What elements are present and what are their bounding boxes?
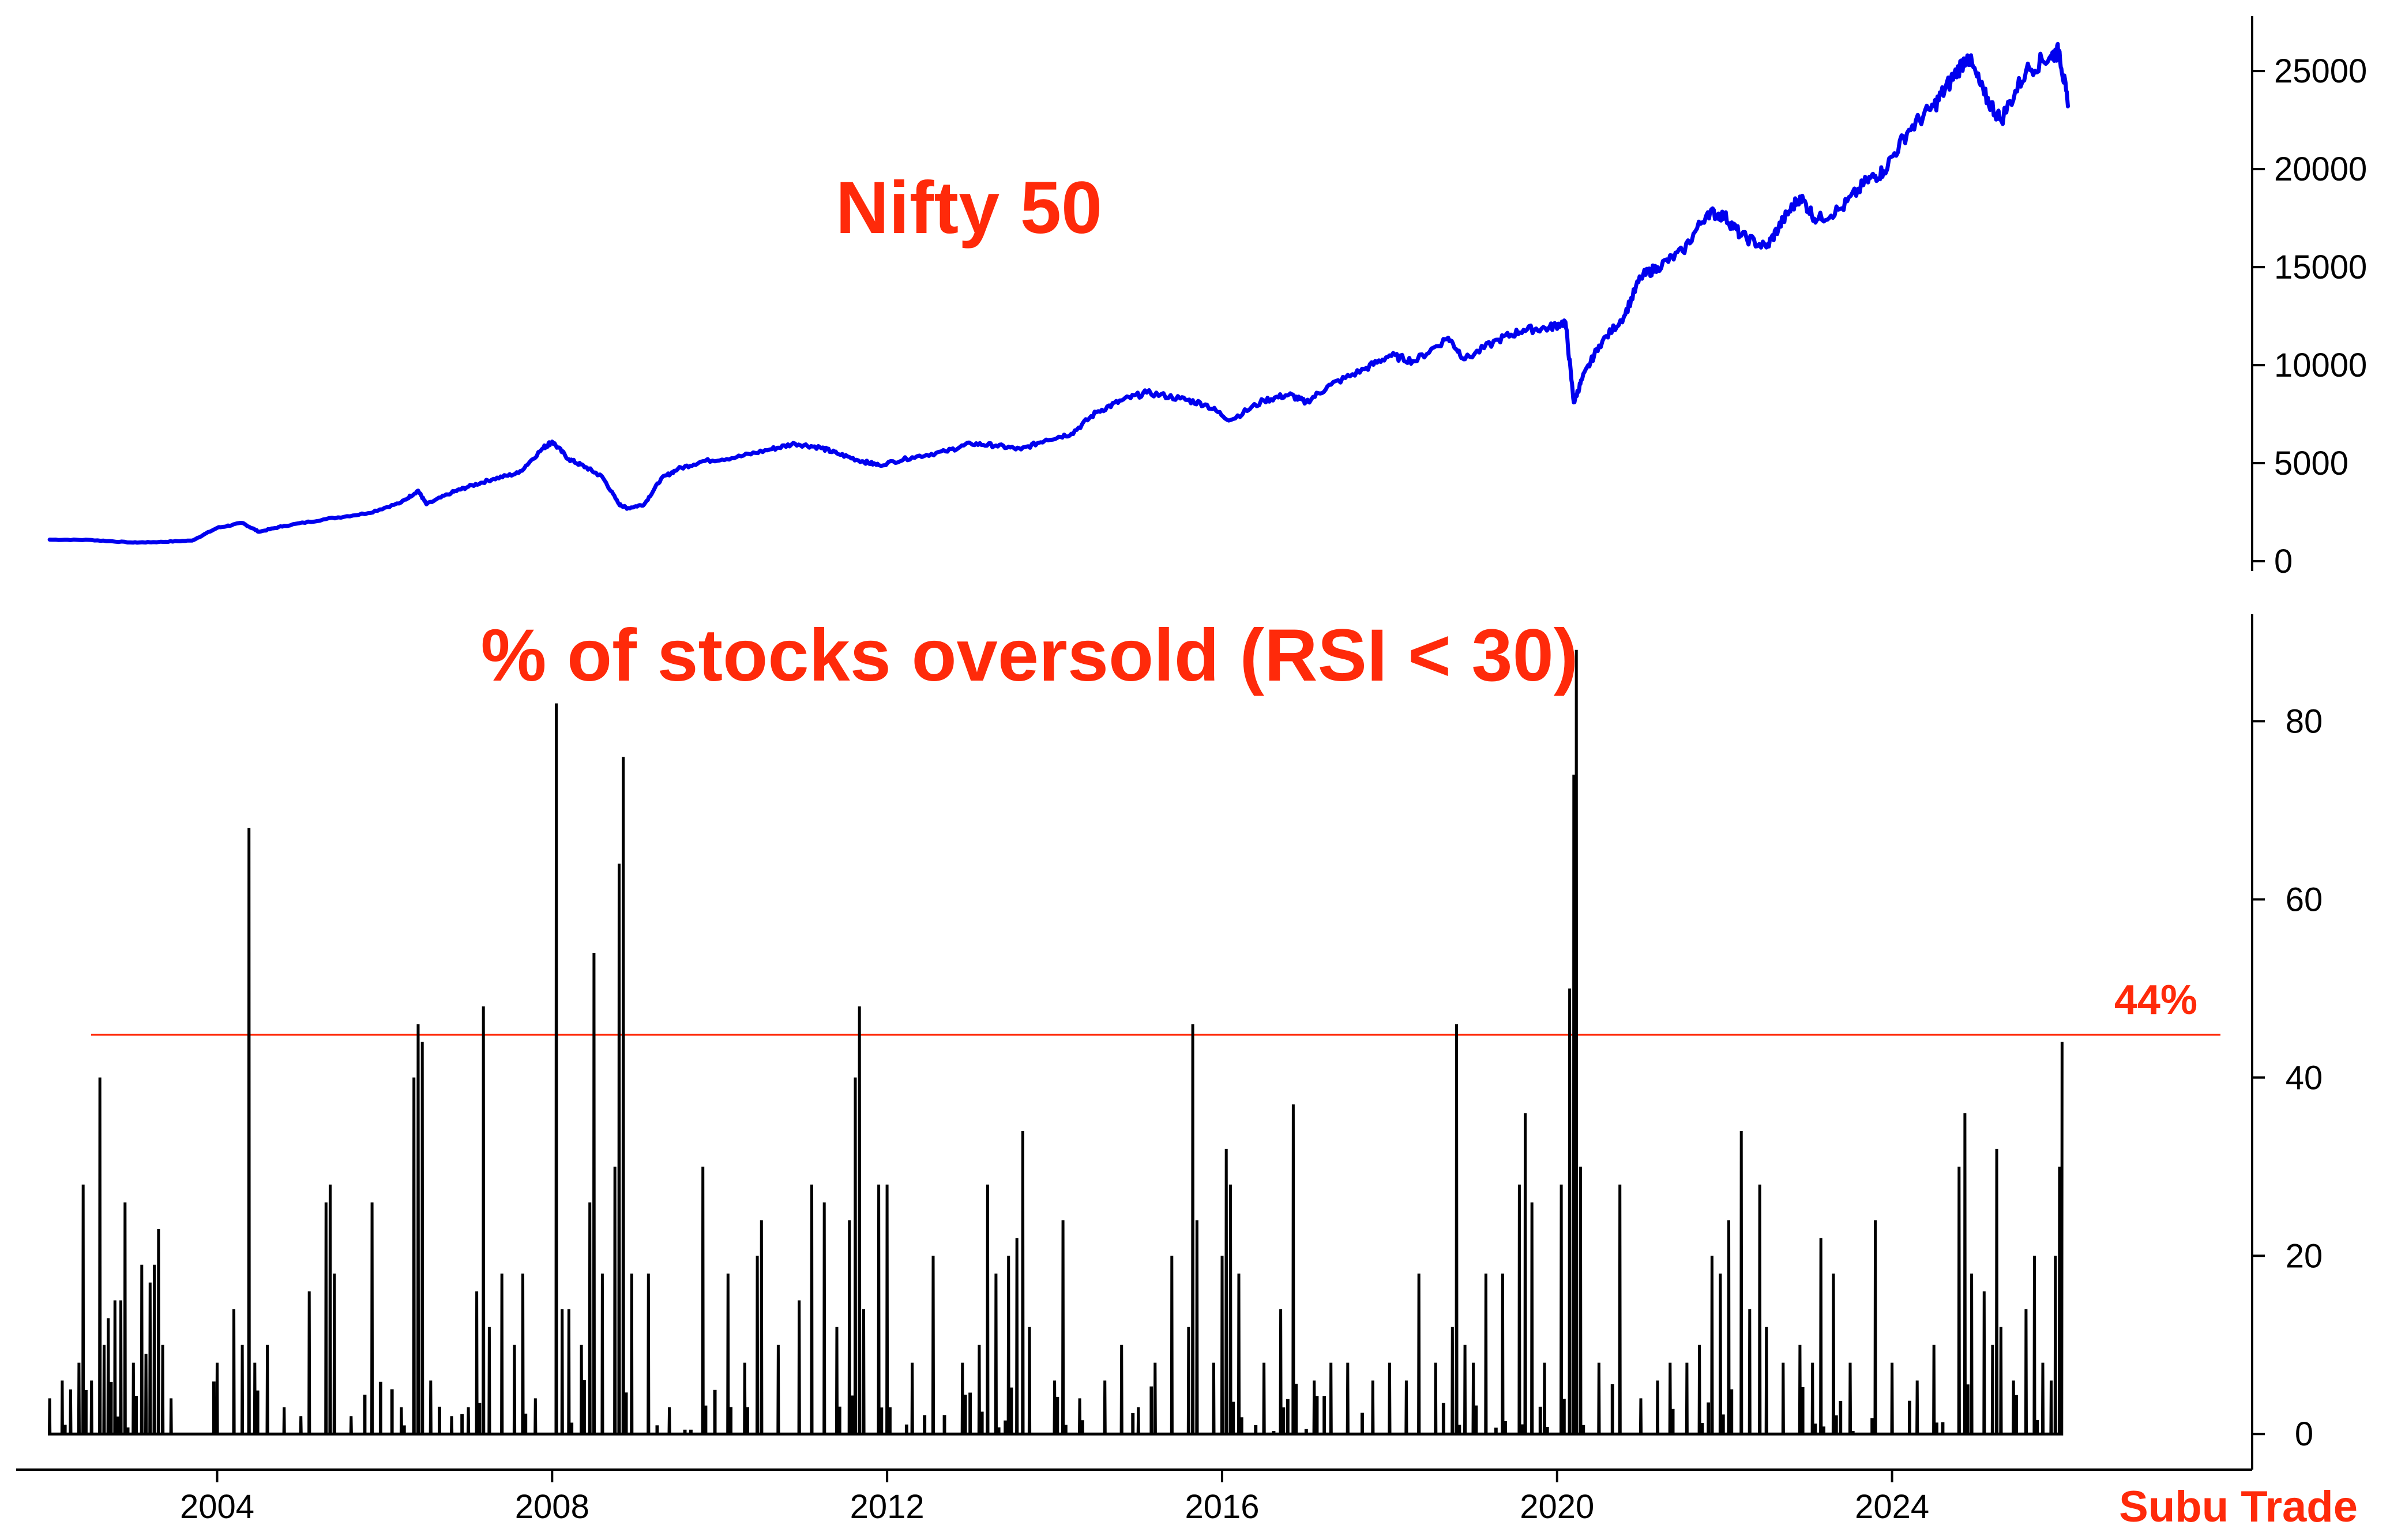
nifty-panel: 0 5000 10000 15000 20000 25000 Nifty 50 bbox=[47, 16, 2367, 580]
x-tick-label: 2020 bbox=[1520, 1488, 1594, 1526]
nifty-title: Nifty 50 bbox=[836, 167, 1102, 249]
nifty-y-ticks: 0 5000 10000 15000 20000 25000 bbox=[2252, 52, 2367, 580]
x-tick-label: 2008 bbox=[515, 1488, 589, 1526]
nifty-price-line bbox=[47, 42, 2070, 545]
oversold-y-tick-label: 60 bbox=[2286, 881, 2323, 918]
oversold-y-tick-label: 0 bbox=[2295, 1415, 2313, 1453]
nifty-y-tick-label: 20000 bbox=[2274, 151, 2367, 188]
x-tick-label: 2016 bbox=[1185, 1488, 1259, 1526]
oversold-panel: 0 20 40 60 80 2004 2008 2012 2016 2020 2024 44% %… bbox=[16, 614, 2323, 1526]
x-tick-label: 2024 bbox=[1855, 1488, 1929, 1526]
nifty-y-tick-label: 5000 bbox=[2274, 445, 2348, 482]
oversold-y-ticks: 0 20 40 60 80 bbox=[2252, 703, 2323, 1453]
brand-watermark: Subu Trade bbox=[2119, 1482, 2358, 1531]
oversold-y-tick-label: 20 bbox=[2286, 1237, 2323, 1275]
oversold-percent-line bbox=[47, 649, 2064, 1436]
oversold-y-tick-label: 80 bbox=[2286, 703, 2323, 740]
nifty-y-tick-label: 15000 bbox=[2274, 249, 2367, 286]
x-tick-label: 2004 bbox=[180, 1488, 254, 1526]
nifty-y-tick-label: 10000 bbox=[2274, 347, 2367, 384]
oversold-y-tick-label: 40 bbox=[2286, 1059, 2323, 1096]
x-axis-ticks: 2004 2008 2012 2016 2020 2024 bbox=[180, 1470, 1929, 1526]
nifty-y-tick-label: 25000 bbox=[2274, 52, 2367, 90]
x-tick-label: 2012 bbox=[850, 1488, 925, 1526]
reference-line-label: 44% bbox=[2114, 977, 2197, 1023]
nifty-y-tick-label: 0 bbox=[2274, 543, 2293, 580]
oversold-title: % of stocks oversold (RSI < 30) bbox=[481, 614, 1579, 697]
